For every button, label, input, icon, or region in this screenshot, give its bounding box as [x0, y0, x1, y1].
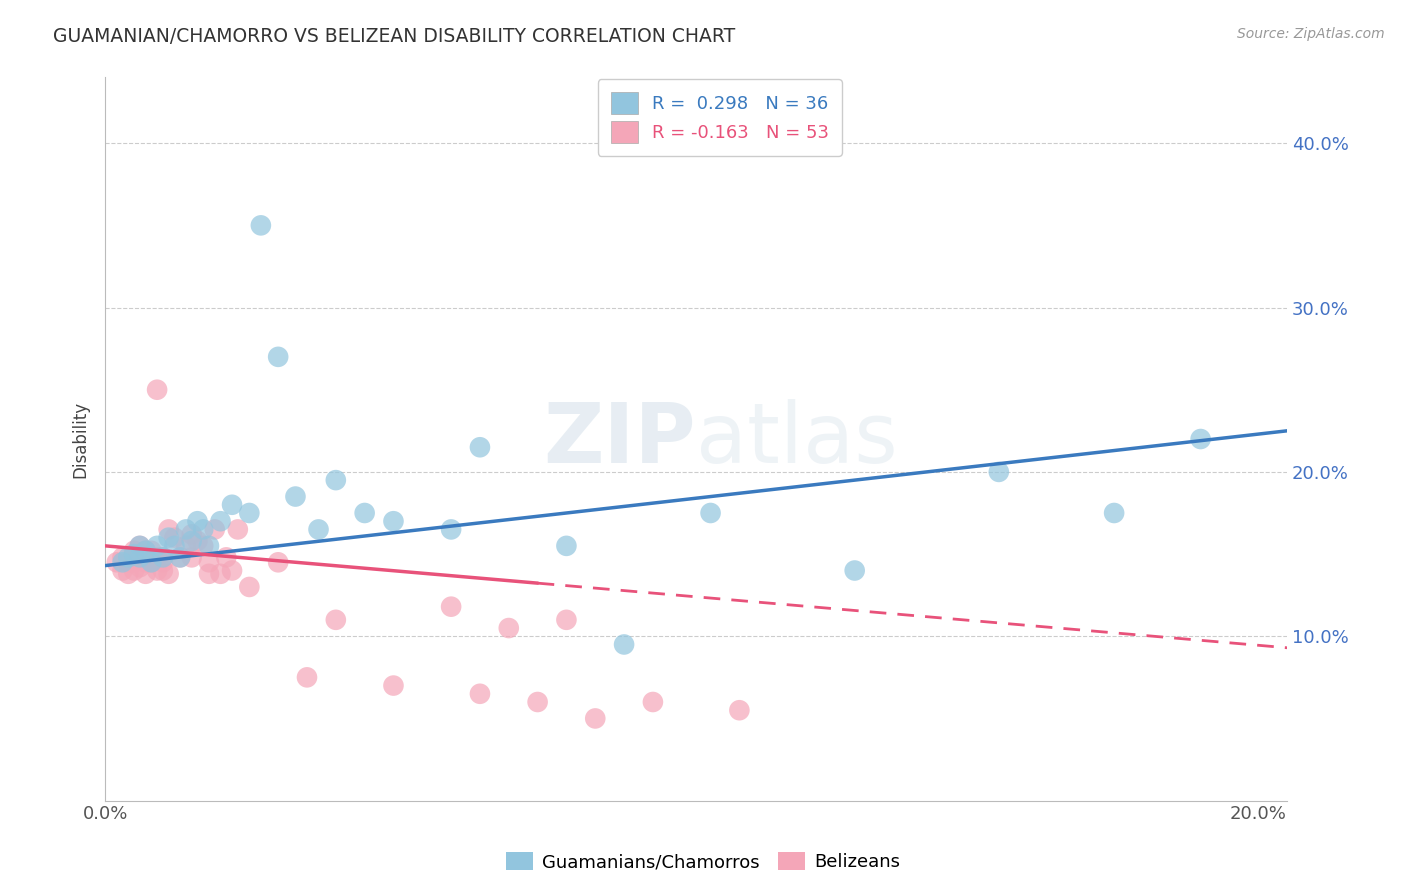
Point [141, 555, 163, 569]
Point [111, 555, 134, 569]
Point [198, 555, 221, 569]
Point [186, 533, 208, 548]
Point [122, 555, 145, 569]
Point [117, 550, 139, 565]
Point [163, 531, 186, 545]
Point [186, 514, 208, 528]
Point [250, 219, 273, 233]
Point [141, 543, 163, 558]
Point [987, 465, 1010, 479]
Point [267, 350, 290, 364]
Point [204, 523, 226, 537]
Text: GUAMANIAN/CHAMORRO VS BELIZEAN DISABILITY CORRELATION CHART: GUAMANIAN/CHAMORRO VS BELIZEAN DISABILIT… [53, 27, 735, 45]
Point [613, 638, 636, 652]
Point [180, 550, 202, 565]
Point [135, 550, 157, 565]
Point [157, 523, 180, 537]
Point [117, 566, 139, 581]
Point [169, 550, 191, 565]
Point [198, 566, 221, 581]
Point [308, 523, 330, 537]
Point [844, 564, 866, 578]
Point [180, 533, 202, 548]
Point [111, 564, 134, 578]
Legend: R =  0.298   N = 36, R = -0.163   N = 53: R = 0.298 N = 36, R = -0.163 N = 53 [598, 79, 842, 156]
Point [128, 539, 150, 553]
Point [122, 564, 145, 578]
Point [555, 539, 578, 553]
Point [209, 566, 232, 581]
Text: Source: ZipAtlas.com: Source: ZipAtlas.com [1237, 27, 1385, 41]
Point [152, 550, 174, 565]
Point [152, 555, 174, 569]
Point [193, 523, 215, 537]
Point [209, 514, 232, 528]
Point [1102, 506, 1125, 520]
Point [325, 613, 347, 627]
Point [353, 506, 375, 520]
Point [135, 566, 157, 581]
Point [157, 566, 180, 581]
Y-axis label: Disability: Disability [72, 401, 89, 477]
Text: atlas: atlas [696, 399, 898, 480]
Point [146, 383, 169, 397]
Point [526, 695, 548, 709]
Point [238, 580, 260, 594]
Point [146, 550, 169, 565]
Point [111, 550, 134, 565]
Point [440, 523, 463, 537]
Point [325, 473, 347, 487]
Point [141, 550, 163, 565]
Point [215, 550, 238, 565]
Point [128, 560, 150, 574]
Point [169, 550, 191, 565]
Point [641, 695, 664, 709]
Point [128, 550, 150, 565]
Point [174, 539, 197, 553]
Point [157, 531, 180, 545]
Point [728, 703, 751, 717]
Point [468, 440, 491, 454]
Point [135, 543, 157, 558]
Point [468, 687, 491, 701]
Point [193, 539, 215, 553]
Point [122, 547, 145, 561]
Point [226, 523, 249, 537]
Point [117, 555, 139, 569]
Point [180, 527, 202, 541]
Point [152, 564, 174, 578]
Point [152, 550, 174, 565]
Point [146, 539, 169, 553]
Point [238, 506, 260, 520]
Point [163, 539, 186, 553]
Point [382, 514, 405, 528]
Point [267, 555, 290, 569]
Point [295, 670, 318, 684]
Point [122, 543, 145, 558]
Legend: Guamanians/Chamorros, Belizeans: Guamanians/Chamorros, Belizeans [499, 845, 907, 879]
Point [699, 506, 721, 520]
Point [146, 564, 169, 578]
Point [583, 711, 606, 725]
Point [1189, 432, 1212, 446]
Point [221, 498, 243, 512]
Point [174, 523, 197, 537]
Point [198, 539, 221, 553]
Text: ZIP: ZIP [544, 399, 696, 480]
Point [221, 564, 243, 578]
Point [555, 613, 578, 627]
Point [128, 539, 150, 553]
Point [135, 555, 157, 569]
Point [382, 679, 405, 693]
Point [135, 543, 157, 558]
Point [498, 621, 520, 635]
Point [284, 490, 307, 504]
Point [440, 599, 463, 614]
Point [128, 550, 150, 565]
Point [105, 555, 128, 569]
Point [141, 555, 163, 569]
